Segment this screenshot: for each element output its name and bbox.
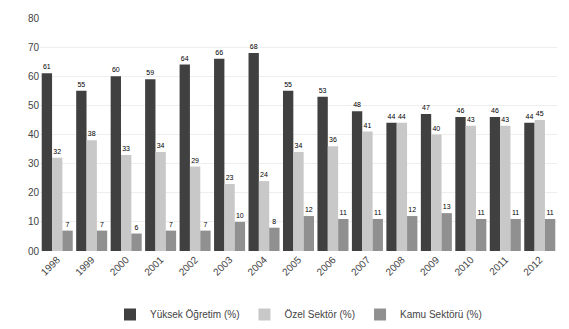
svg-text:66: 66 [215, 49, 223, 56]
svg-text:2000: 2000 [108, 254, 132, 278]
svg-text:7: 7 [169, 221, 173, 228]
svg-text:55: 55 [77, 81, 85, 88]
svg-text:44: 44 [398, 113, 406, 120]
svg-text:1998: 1998 [39, 254, 63, 278]
svg-text:45: 45 [536, 110, 544, 117]
svg-text:80: 80 [28, 13, 40, 24]
svg-text:46: 46 [457, 107, 465, 114]
svg-text:34: 34 [295, 142, 303, 149]
svg-text:8: 8 [272, 218, 276, 225]
svg-text:33: 33 [122, 145, 130, 152]
svg-text:7: 7 [203, 221, 207, 228]
svg-text:53: 53 [319, 87, 327, 94]
svg-text:10: 10 [28, 216, 40, 227]
svg-text:11: 11 [340, 209, 347, 216]
svg-text:68: 68 [250, 43, 258, 50]
svg-text:13: 13 [443, 203, 451, 210]
svg-text:2012: 2012 [521, 254, 545, 278]
svg-text:64: 64 [181, 55, 189, 62]
svg-text:24: 24 [260, 171, 268, 178]
svg-text:44: 44 [525, 113, 533, 120]
svg-text:2010: 2010 [452, 254, 476, 278]
svg-text:47: 47 [422, 104, 430, 111]
svg-text:40: 40 [432, 125, 440, 132]
svg-text:43: 43 [467, 116, 475, 123]
svg-text:12: 12 [305, 206, 313, 213]
svg-text:2011: 2011 [487, 254, 510, 277]
svg-text:38: 38 [88, 130, 96, 137]
svg-text:23: 23 [226, 174, 234, 181]
svg-text:2002: 2002 [177, 254, 201, 278]
svg-text:2001: 2001 [142, 254, 166, 278]
svg-text:2007: 2007 [349, 254, 373, 278]
svg-text:11: 11 [477, 209, 484, 216]
svg-text:10: 10 [236, 212, 244, 219]
svg-text:11: 11 [546, 209, 553, 216]
svg-text:60: 60 [28, 71, 40, 82]
svg-text:29: 29 [191, 157, 199, 164]
svg-text:7: 7 [66, 221, 70, 228]
svg-text:2003: 2003 [211, 254, 235, 278]
svg-text:12: 12 [408, 206, 416, 213]
svg-text:Kamu Sektörü (%): Kamu Sektörü (%) [400, 309, 482, 320]
svg-text:6: 6 [135, 224, 139, 231]
svg-text:43: 43 [501, 116, 509, 123]
svg-text:44: 44 [388, 113, 396, 120]
svg-text:2004: 2004 [245, 254, 269, 278]
svg-text:11: 11 [374, 209, 381, 216]
svg-text:59: 59 [146, 69, 154, 76]
svg-text:30: 30 [28, 158, 40, 169]
svg-text:60: 60 [112, 66, 120, 73]
svg-text:46: 46 [491, 107, 499, 114]
svg-text:20: 20 [28, 187, 40, 198]
svg-text:34: 34 [157, 142, 165, 149]
svg-text:2009: 2009 [418, 254, 442, 278]
svg-text:41: 41 [363, 122, 371, 129]
svg-text:36: 36 [329, 136, 337, 143]
svg-text:2008: 2008 [383, 254, 407, 278]
svg-text:1999: 1999 [73, 254, 97, 278]
svg-text:48: 48 [353, 101, 361, 108]
svg-text:00: 00 [28, 246, 40, 257]
svg-text:11: 11 [512, 209, 519, 216]
svg-text:32: 32 [53, 148, 61, 155]
svg-text:40: 40 [28, 129, 40, 140]
svg-text:2005: 2005 [280, 254, 304, 278]
svg-text:2006: 2006 [314, 254, 338, 278]
svg-text:61: 61 [43, 63, 51, 70]
svg-text:55: 55 [284, 81, 292, 88]
svg-text:50: 50 [28, 100, 40, 111]
svg-text:70: 70 [28, 42, 40, 53]
svg-text:Yüksek Öğretim (%): Yüksek Öğretim (%) [150, 309, 239, 320]
svg-text:7: 7 [100, 221, 104, 228]
svg-text:Özel Sektör (%): Özel Sektör (%) [284, 309, 355, 320]
